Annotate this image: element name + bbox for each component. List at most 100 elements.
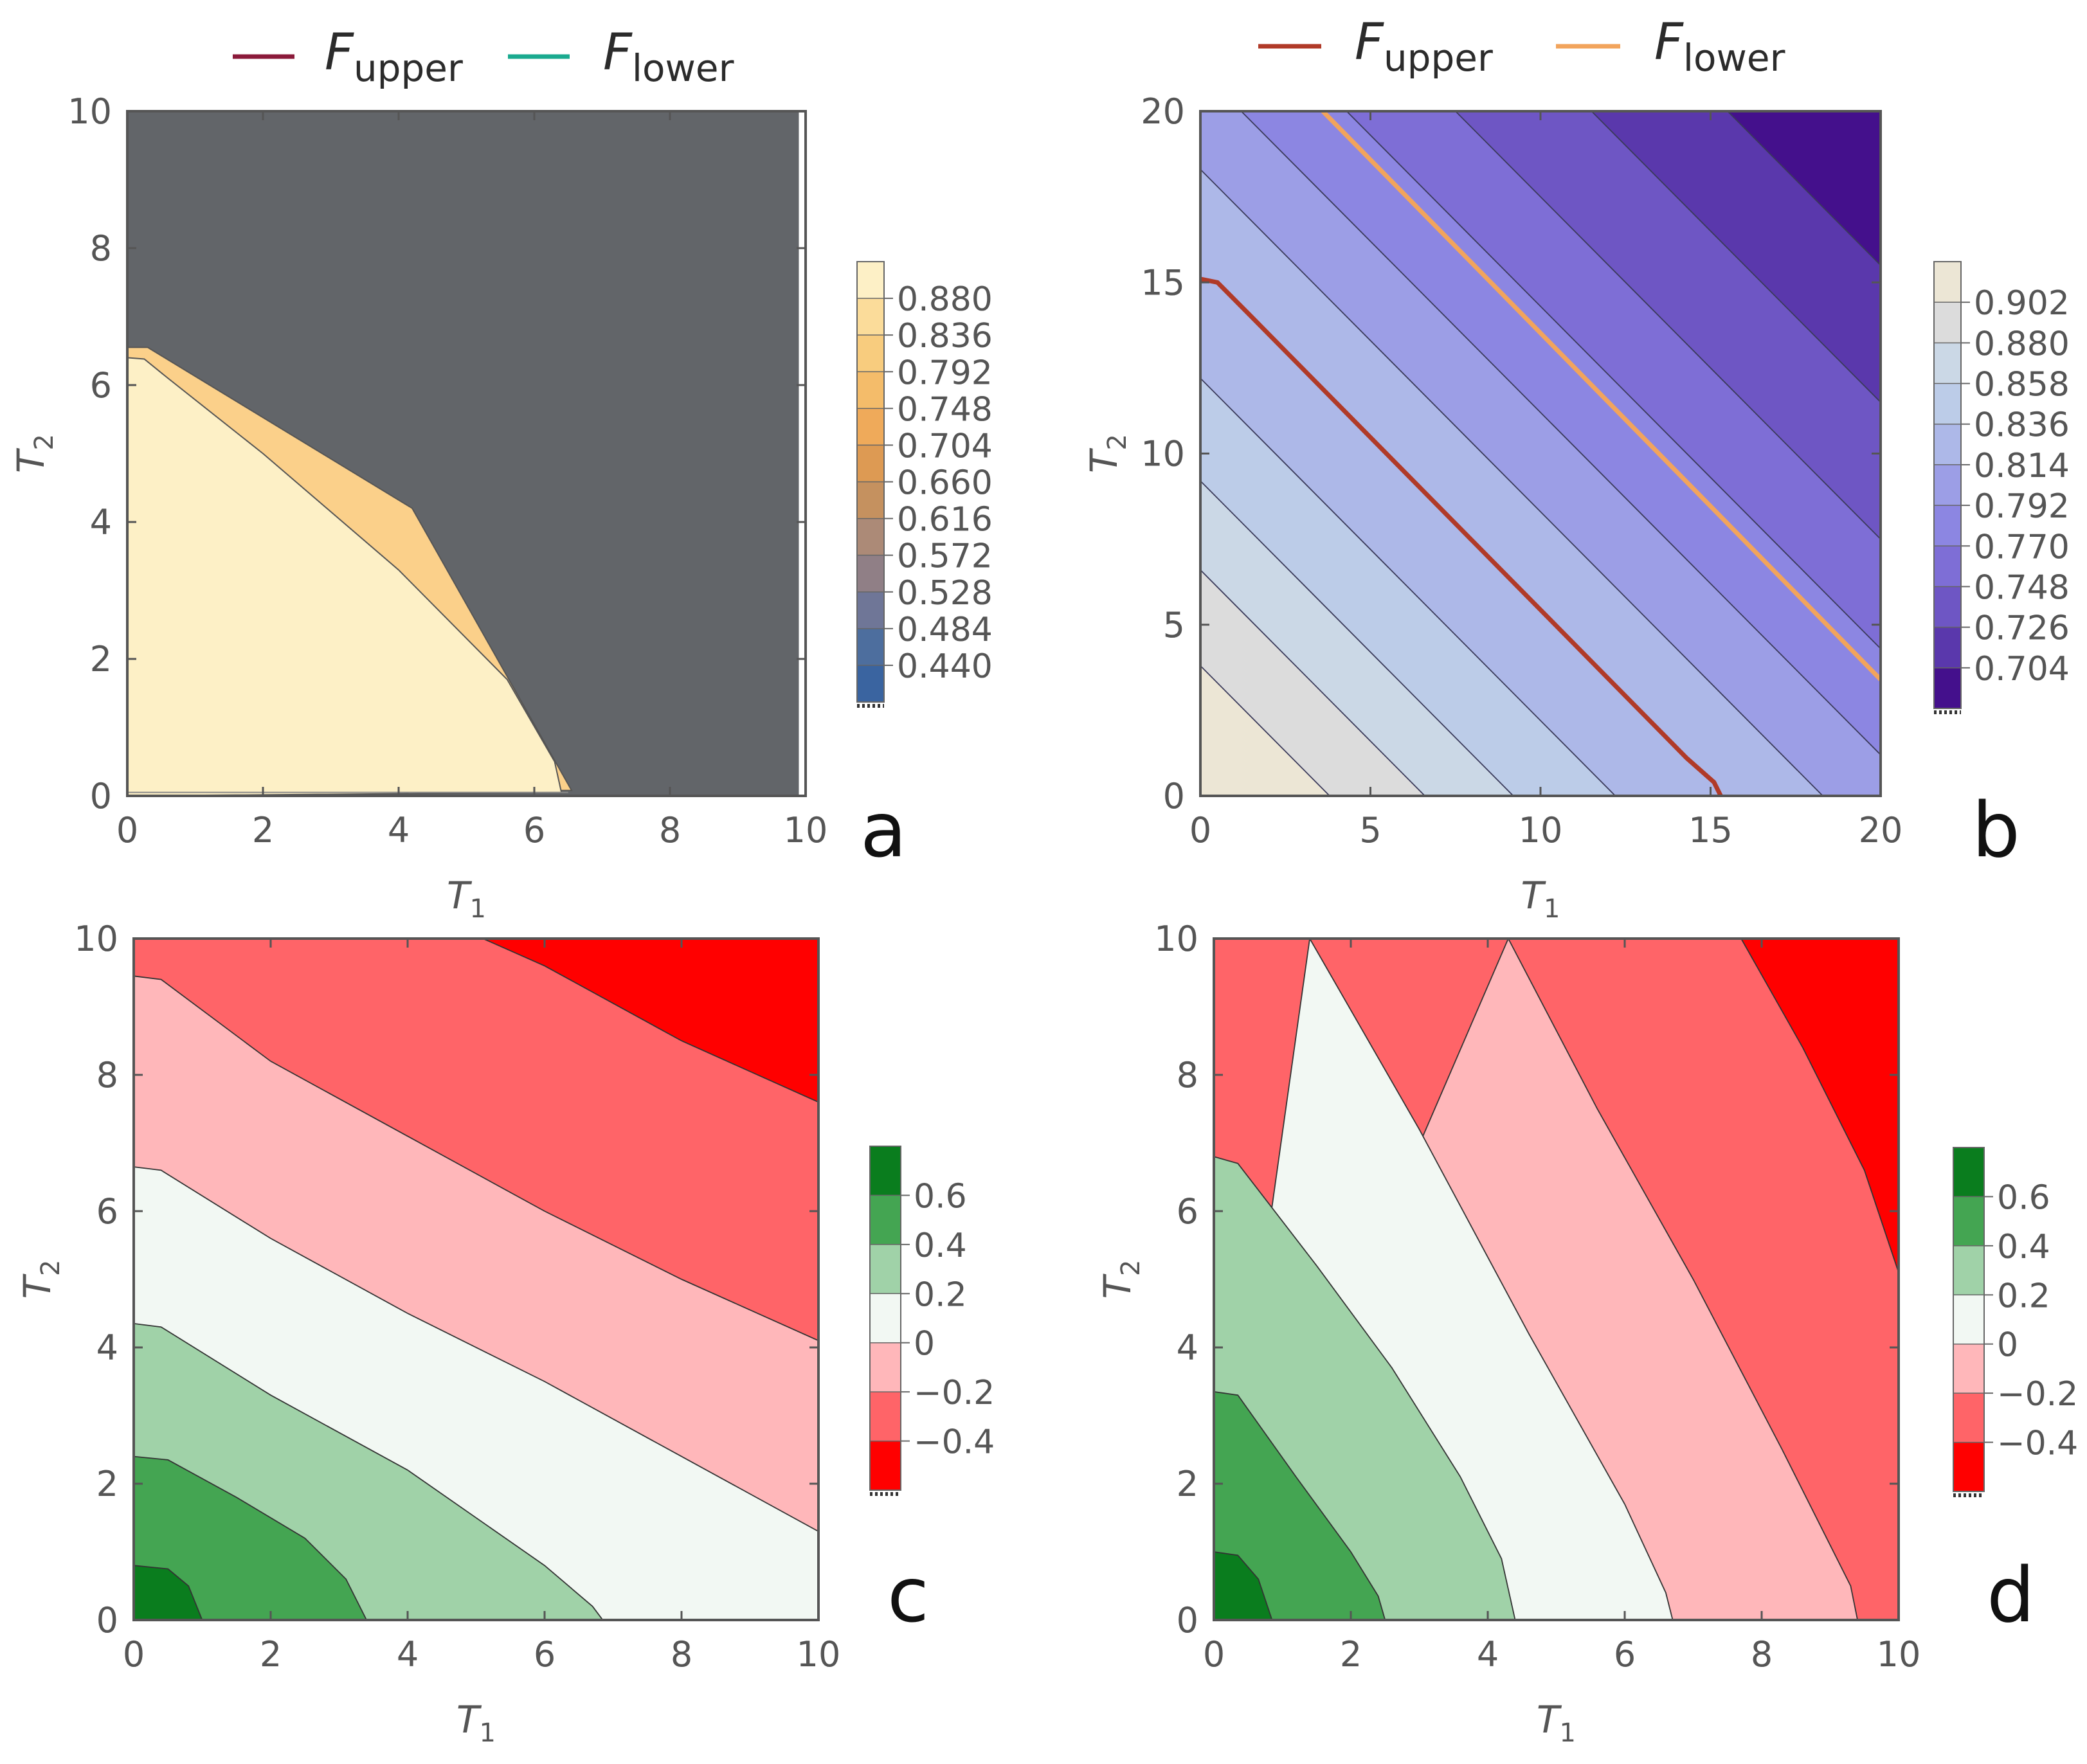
colorbar-tick-label: 0.4 <box>1997 1228 2050 1266</box>
colorbar-swatch <box>1934 464 1961 506</box>
colorbar-tick-label: 0.726 <box>1974 609 2070 648</box>
legend-label-sub: upper <box>354 46 463 90</box>
y-tick-label: 20 <box>1141 91 1185 132</box>
series-f-lower <box>1321 111 1881 681</box>
x-axis-label: T1 <box>456 1698 496 1748</box>
colorbar-swatch <box>870 1441 901 1491</box>
colorbar-swatch <box>870 1293 901 1344</box>
y-tick-label: 10 <box>74 919 118 959</box>
y-tick-label: 4 <box>1177 1328 1198 1368</box>
colorbar-frame <box>869 1146 901 1491</box>
colorbar-tick-label: 0 <box>1997 1326 2018 1365</box>
y-axis-label-sub: 2 <box>36 1260 66 1276</box>
panel-a-legend: Fupper Flower <box>233 24 734 90</box>
colorbar-swatch <box>1934 505 1961 546</box>
colorbar-swatch <box>1953 1196 1984 1246</box>
x-tick-label: 0 <box>1189 810 1211 851</box>
y-tick-label: 10 <box>1154 919 1198 959</box>
y-tick-label: 2 <box>90 639 112 680</box>
x-axis-label-main: T <box>447 874 473 917</box>
colorbar-tick-label: 0.748 <box>897 390 993 429</box>
colorbar-tick-label: 0.770 <box>1974 528 2070 566</box>
colorbar-tick-label: 0.528 <box>897 574 993 613</box>
plot-area <box>1200 111 1881 796</box>
y-tick-label: 10 <box>68 91 112 132</box>
colorbar-tick-label: −0.4 <box>914 1423 995 1462</box>
x-tick-label: 4 <box>388 810 410 851</box>
contour-band <box>134 1565 203 1620</box>
colorbar-tick-label: 0.748 <box>1974 568 2070 607</box>
y-tick-label: 5 <box>1163 605 1185 645</box>
colorbar-swatch <box>1953 1442 1984 1492</box>
contour-band <box>134 1455 368 1620</box>
x-axis-label-sub: 1 <box>1544 894 1560 924</box>
x-tick-label: 2 <box>1340 1634 1362 1675</box>
colorbar-swatch <box>857 628 884 666</box>
legend-label-f-lower: Flower <box>603 24 734 90</box>
x-tick-label: 8 <box>1751 1634 1773 1675</box>
panel-label-c: c <box>887 1551 929 1639</box>
panel-label-d: d <box>1987 1551 2035 1639</box>
x-tick-label: 6 <box>1614 1634 1636 1675</box>
colorbar-swatch <box>857 591 884 629</box>
y-tick-label: 0 <box>96 1600 118 1641</box>
colorbar-swatch <box>870 1195 901 1245</box>
colorbar-swatch <box>1934 546 1961 588</box>
y-tick-label: 8 <box>90 228 112 269</box>
colorbar-tick-label: 0.858 <box>1974 366 2070 404</box>
y-tick-label: 0 <box>1177 1600 1198 1641</box>
y-axis-label: T2 <box>1082 434 1132 473</box>
colorbar-swatch <box>857 665 884 703</box>
plot-frame <box>132 937 820 1621</box>
colorbar-swatch <box>1934 383 1961 425</box>
panel-label-a: a <box>860 786 907 874</box>
y-tick-label: 0 <box>90 776 112 816</box>
y-tick-label: 2 <box>96 1464 118 1504</box>
legend-label-main: F <box>603 24 633 82</box>
x-axis-label-main: T <box>456 1698 482 1742</box>
y-axis-label-main: T <box>1096 1273 1139 1299</box>
edge-sliver <box>799 111 806 796</box>
colorbar-swatch <box>1934 424 1961 465</box>
panel-a-colorbar: 0.8800.8360.7920.7480.7040.6600.6160.572… <box>856 261 993 708</box>
y-tick-label: 0 <box>1163 776 1185 816</box>
x-axis-label-sub: 1 <box>469 894 485 924</box>
colorbar-swatch <box>1934 302 1961 343</box>
x-tick-label: 4 <box>1477 1634 1499 1675</box>
legend-label-sub: lower <box>1683 36 1785 80</box>
x-tick-label: 20 <box>1859 810 1903 851</box>
panel-label-b: b <box>1972 786 2020 874</box>
colorbar-frame <box>1953 1147 1985 1492</box>
colorbar-swatch <box>857 372 884 409</box>
y-axis-label-main: T <box>9 447 53 473</box>
colorbar-swatch <box>1953 1344 1984 1394</box>
y-tick-label: 8 <box>96 1055 118 1095</box>
x-tick-label: 6 <box>523 810 545 851</box>
x-tick-label: 0 <box>123 1634 145 1675</box>
colorbar-tick-label: 0.902 <box>1974 284 2070 323</box>
y-tick-label: 6 <box>1177 1191 1198 1232</box>
x-axis-label: T1 <box>447 874 486 924</box>
colorbar-tick-label: −0.4 <box>1997 1425 2078 1463</box>
colorbar-swatch <box>1934 627 1961 669</box>
colorbar-tick-label: 0.704 <box>1974 650 2070 688</box>
colorbar-swatch <box>857 555 884 593</box>
y-axis-label-sub: 2 <box>30 434 59 450</box>
colorbar-tick-label: 0.880 <box>1974 325 2070 363</box>
x-tick-label: 10 <box>784 810 828 851</box>
y-axis-label: T2 <box>1096 1260 1146 1299</box>
y-axis-label-sub: 2 <box>1103 434 1132 450</box>
x-tick-label: 2 <box>260 1634 282 1675</box>
colorbar-tick-label: 0.484 <box>897 611 993 649</box>
x-axis-label-main: T <box>1537 1698 1562 1742</box>
plot-area <box>127 111 806 796</box>
y-tick-label: 4 <box>90 502 112 543</box>
legend-label-sub: lower <box>632 46 734 90</box>
panel-b-colorbar: 0.9020.8800.8580.8360.8140.7920.7700.748… <box>1933 261 2070 714</box>
